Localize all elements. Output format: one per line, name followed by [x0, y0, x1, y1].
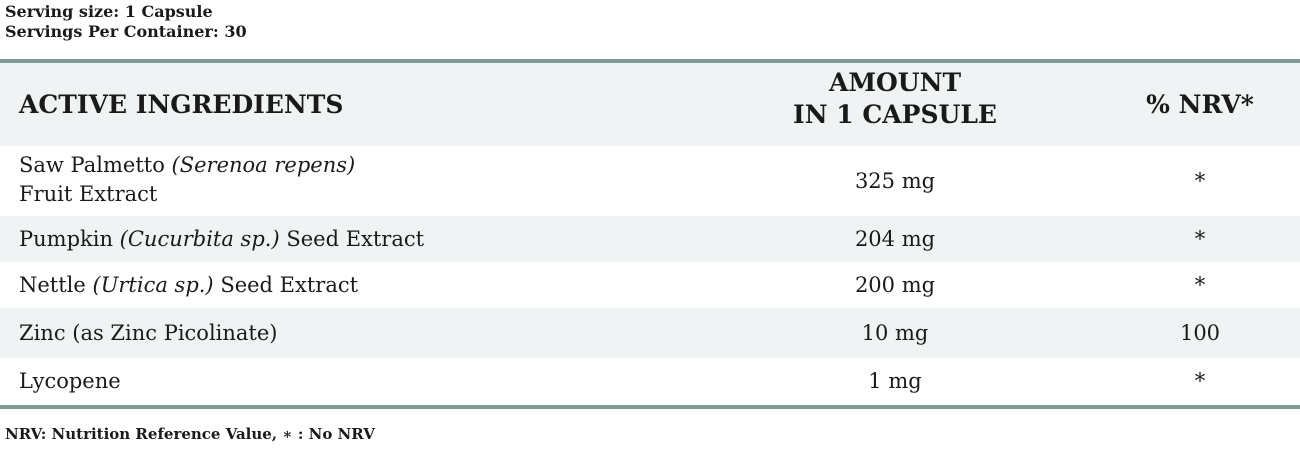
ingredient-common-name: Pumpkin [19, 227, 120, 251]
header-amount: AMOUNT IN 1 CAPSULE [745, 67, 1045, 131]
ingredient-name: Nettle (Urtica sp.) Seed Extract [19, 262, 358, 308]
ingredient-nrv: * [1194, 273, 1206, 297]
servings-per-container: Servings Per Container: 30 [5, 22, 247, 41]
ingredient-nrv: * [1194, 227, 1206, 251]
serving-info: Serving size: 1 Capsule Servings Per Con… [5, 2, 247, 42]
table-row: Saw Palmetto (Serenoa repens) Fruit Extr… [0, 146, 1300, 216]
ingredient-nrv: 100 [1179, 321, 1221, 345]
ingredient-name-line2: Fruit Extract [19, 182, 158, 206]
table-bottom-rule [0, 405, 1300, 409]
ingredient-name: Saw Palmetto (Serenoa repens) Fruit Extr… [19, 151, 355, 209]
ingredient-name: Lycopene [19, 369, 121, 393]
header-nrv: % NRV* [1146, 90, 1254, 119]
ingredient-nrv: * [1194, 169, 1206, 193]
ingredient-amount: 1 mg [868, 369, 922, 393]
table-row: Lycopene 1 mg * [0, 358, 1300, 405]
table-row: Pumpkin (Cucurbita sp.) Seed Extract 204… [0, 216, 1300, 262]
serving-size: Serving size: 1 Capsule [5, 2, 213, 21]
ingredient-name: Pumpkin (Cucurbita sp.) Seed Extract [19, 216, 424, 262]
nrv-footnote: NRV: Nutrition Reference Value, ∗ : No N… [5, 425, 375, 443]
header-amount-line1: AMOUNT [828, 68, 962, 97]
ingredient-amount: 325 mg [854, 169, 936, 193]
ingredient-latin-name: (Urtica sp.) [92, 273, 214, 297]
header-amount-line2: IN 1 CAPSULE [793, 100, 997, 129]
ingredient-common-name: Nettle [19, 273, 93, 297]
ingredient-name-suffix: Seed Extract [213, 273, 359, 297]
ingredient-name: Zinc (as Zinc Picolinate) [19, 321, 278, 345]
table-top-rule [0, 59, 1300, 63]
ingredient-latin-name: (Cucurbita sp.) [119, 227, 280, 251]
ingredient-common-name: Saw Palmetto [19, 153, 172, 177]
table-header: ACTIVE INGREDIENTS AMOUNT IN 1 CAPSULE %… [0, 63, 1300, 146]
ingredient-amount: 10 mg [861, 321, 929, 345]
header-active-ingredients: ACTIVE INGREDIENTS [19, 90, 344, 119]
table-row: Nettle (Urtica sp.) Seed Extract 200 mg … [0, 262, 1300, 308]
ingredient-amount: 200 mg [854, 273, 936, 297]
ingredient-amount: 204 mg [854, 227, 936, 251]
ingredient-nrv: * [1194, 369, 1206, 393]
ingredient-name-suffix: Seed Extract [279, 227, 425, 251]
ingredient-latin-name: (Serenoa repens) [171, 153, 356, 177]
table-row: Zinc (as Zinc Picolinate) 10 mg 100 [0, 308, 1300, 358]
